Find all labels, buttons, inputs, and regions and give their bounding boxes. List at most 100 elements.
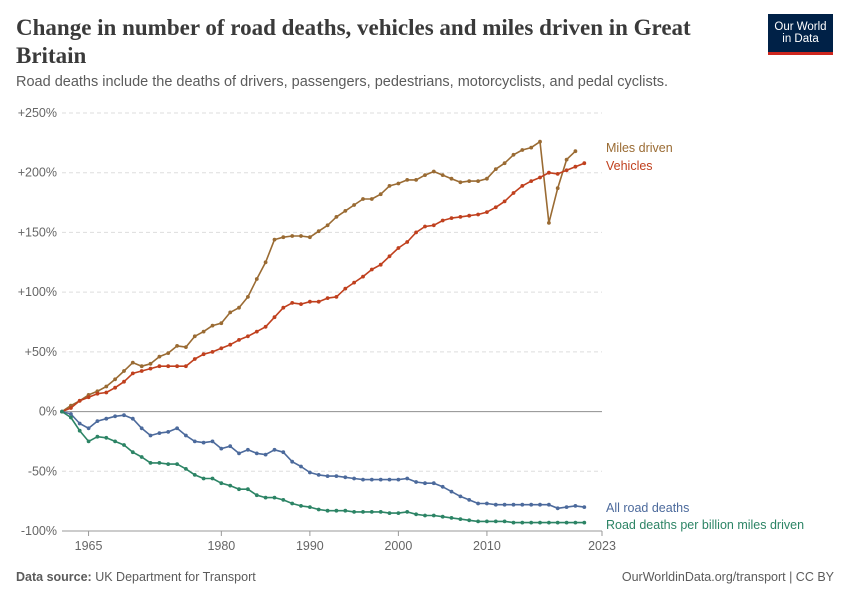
data-point[interactable] [538,175,542,180]
data-point[interactable] [538,139,542,144]
data-point[interactable] [157,431,162,435]
data-point[interactable] [184,433,188,438]
data-point[interactable] [449,216,454,221]
data-point[interactable] [529,502,534,507]
data-point[interactable] [467,179,472,184]
data-point[interactable] [175,462,180,466]
data-point[interactable] [378,477,383,482]
data-point[interactable] [440,514,445,519]
data-point[interactable] [493,205,498,210]
data-point[interactable] [564,520,569,525]
data-point[interactable] [369,267,374,272]
data-point[interactable] [405,510,410,514]
data-point[interactable] [449,489,454,494]
data-point[interactable] [511,520,516,525]
data-point[interactable] [299,504,303,508]
data-point[interactable] [113,414,117,419]
data-point[interactable] [493,502,498,507]
data-point[interactable] [564,168,569,173]
data-point[interactable] [210,350,215,354]
data-point[interactable] [184,364,188,369]
data-point[interactable] [396,246,401,250]
data-point[interactable] [254,451,259,456]
data-point[interactable] [343,508,348,513]
data-point[interactable] [254,493,259,498]
data-point[interactable] [520,148,525,152]
data-point[interactable] [148,461,153,465]
data-point[interactable] [272,315,277,320]
series-line[interactable] [61,410,585,510]
data-point[interactable] [166,351,171,355]
data-point[interactable] [547,170,551,175]
data-point[interactable] [95,391,100,396]
data-point[interactable] [396,181,401,186]
data-point[interactable] [316,473,321,477]
series-label-vehicles[interactable]: Vehicles [606,159,653,173]
data-point[interactable] [139,369,144,373]
data-point[interactable] [69,412,73,416]
data-point[interactable] [219,321,224,326]
data-point[interactable] [325,508,330,513]
data-point[interactable] [485,519,489,524]
data-point[interactable] [272,495,277,500]
data-point[interactable] [60,409,64,414]
series-miles[interactable] [60,139,578,414]
data-point[interactable] [86,439,91,444]
series-label-deaths[interactable]: All road deaths [606,501,689,515]
data-point[interactable] [538,520,542,525]
data-point[interactable] [201,476,206,481]
data-point[interactable] [369,510,374,514]
data-point[interactable] [254,329,259,334]
data-point[interactable] [325,474,330,478]
data-point[interactable] [547,520,551,525]
data-point[interactable] [201,329,206,334]
data-point[interactable] [369,477,374,482]
data-point[interactable] [582,161,587,166]
data-point[interactable] [431,481,436,486]
data-point[interactable] [414,480,418,484]
data-point[interactable] [272,447,277,452]
data-point[interactable] [281,498,286,502]
data-point[interactable] [95,434,100,439]
data-point[interactable] [122,379,126,384]
data-point[interactable] [104,435,109,440]
series-deaths[interactable] [60,409,587,511]
data-point[interactable] [175,364,180,369]
data-point[interactable] [122,413,126,418]
data-point[interactable] [237,305,241,310]
data-point[interactable] [573,149,578,154]
data-point[interactable] [555,520,560,525]
data-point[interactable] [511,152,516,157]
data-point[interactable] [405,178,410,182]
data-point[interactable] [148,366,153,371]
data-point[interactable] [157,461,162,465]
data-point[interactable] [308,505,312,509]
data-point[interactable] [166,462,171,466]
data-point[interactable] [201,440,206,445]
data-point[interactable] [192,334,197,339]
data-point[interactable] [440,173,445,178]
data-point[interactable] [263,260,268,265]
data-point[interactable] [316,507,321,512]
data-point[interactable] [573,504,578,508]
data-point[interactable] [405,240,410,244]
data-point[interactable] [502,161,507,166]
data-point[interactable] [228,444,233,449]
data-point[interactable] [582,505,587,509]
data-point[interactable] [476,519,480,524]
data-point[interactable] [308,235,312,240]
data-point[interactable] [113,385,117,390]
series-vehicles[interactable] [60,161,587,414]
data-point[interactable] [157,364,162,369]
data-point[interactable] [405,476,410,481]
data-point[interactable] [493,519,498,524]
data-point[interactable] [352,510,356,514]
data-point[interactable] [281,235,286,240]
data-point[interactable] [458,517,463,521]
data-point[interactable] [387,184,392,188]
data-point[interactable] [378,192,383,197]
data-point[interactable] [113,439,117,444]
data-point[interactable] [210,476,215,481]
data-point[interactable] [458,494,463,499]
data-point[interactable] [184,467,188,471]
